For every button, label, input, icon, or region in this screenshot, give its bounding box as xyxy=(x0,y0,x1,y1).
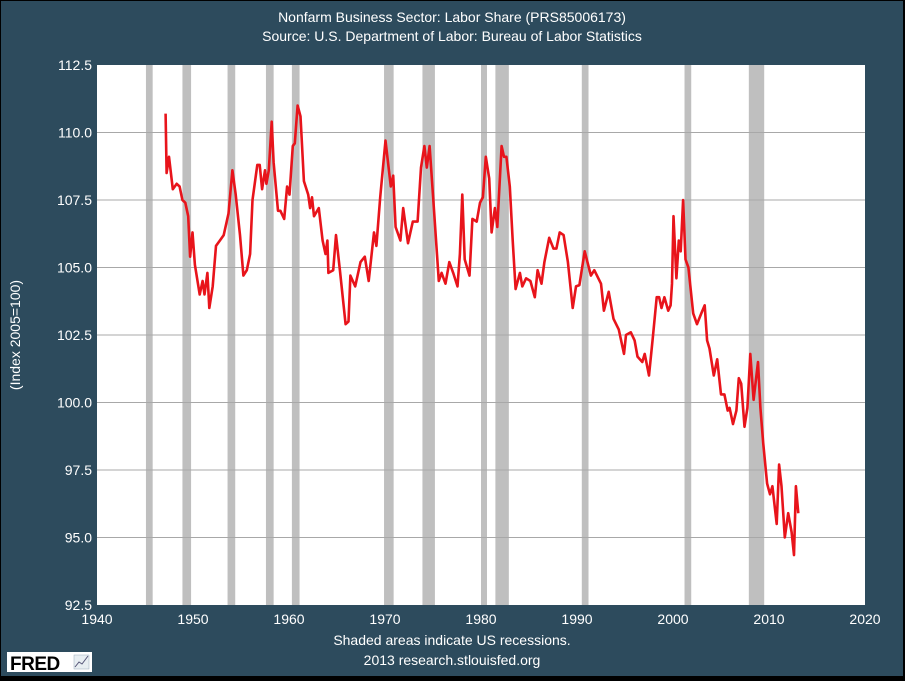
fred-logo: FRED xyxy=(7,652,92,675)
x-tick-label: 1980 xyxy=(465,611,496,627)
y-tick-label: 112.5 xyxy=(58,57,92,73)
y-tick-label: 107.5 xyxy=(57,192,92,208)
y-tick-label: 92.5 xyxy=(65,597,92,613)
svg-text:FRED: FRED xyxy=(10,654,60,675)
x-tick-label: 1990 xyxy=(561,611,592,627)
y-tick-label: 102.5 xyxy=(57,327,92,343)
x-tick-label: 1940 xyxy=(81,611,112,627)
y-tick-label: 110.0 xyxy=(58,125,92,141)
y-tick-label: 97.5 xyxy=(65,462,92,478)
x-tick-label: 2010 xyxy=(753,611,784,627)
source-note: 2013 research.stlouisfed.org xyxy=(364,652,541,668)
x-tick-label: 2000 xyxy=(657,611,688,627)
y-axis-label: (Index 2005=100) xyxy=(7,280,23,390)
chart-title: Nonfarm Business Sector: Labor Share (PR… xyxy=(278,9,626,25)
x-tick-label: 1960 xyxy=(273,611,304,627)
x-tick-label: 1970 xyxy=(369,611,400,627)
x-tick-label: 1950 xyxy=(177,611,208,627)
recession-note: Shaded areas indicate US recessions. xyxy=(333,632,570,648)
chart-subtitle: Source: U.S. Department of Labor: Bureau… xyxy=(262,28,642,44)
y-tick-label: 105.0 xyxy=(57,260,92,276)
series-line xyxy=(164,104,800,557)
x-tick-label: 2020 xyxy=(849,611,880,627)
y-tick-label: 95.0 xyxy=(65,530,92,546)
y-tick-label: 100.0 xyxy=(57,395,92,411)
